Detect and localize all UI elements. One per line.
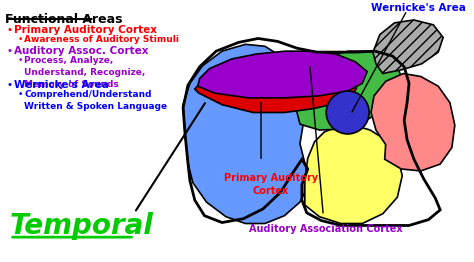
Circle shape [326,91,369,134]
Text: Wernicke's Area: Wernicke's Area [371,3,466,13]
Polygon shape [371,74,455,171]
Text: •: • [18,35,23,43]
Text: •: • [18,90,23,99]
Text: Primary Auditory
Cortex: Primary Auditory Cortex [224,173,318,196]
Text: Comprehend/Understand
Written & Spoken Language: Comprehend/Understand Written & Spoken L… [24,90,167,111]
Text: Primary Auditory Cortex: Primary Auditory Cortex [14,25,156,35]
Text: Functional Areas: Functional Areas [5,13,122,26]
Polygon shape [195,83,356,112]
Text: Awareness of Auditory Stimuli: Awareness of Auditory Stimuli [24,35,179,43]
Text: Auditory Assoc. Cortex: Auditory Assoc. Cortex [14,46,148,56]
Text: •: • [7,80,13,90]
Polygon shape [198,51,367,98]
Text: •: • [7,46,13,56]
Text: Wernicke's Area: Wernicke's Area [14,80,109,90]
Polygon shape [305,125,402,223]
Text: Process, Analyze,
Understand, Recognize,
Memory of Sounds: Process, Analyze, Understand, Recognize,… [24,56,146,89]
Text: Auditory Association Cortex: Auditory Association Cortex [249,225,403,234]
Polygon shape [183,44,319,223]
Polygon shape [373,20,443,74]
Text: •: • [18,56,23,65]
Polygon shape [295,51,402,130]
Text: •: • [7,25,13,35]
Text: Temporal: Temporal [10,212,154,240]
